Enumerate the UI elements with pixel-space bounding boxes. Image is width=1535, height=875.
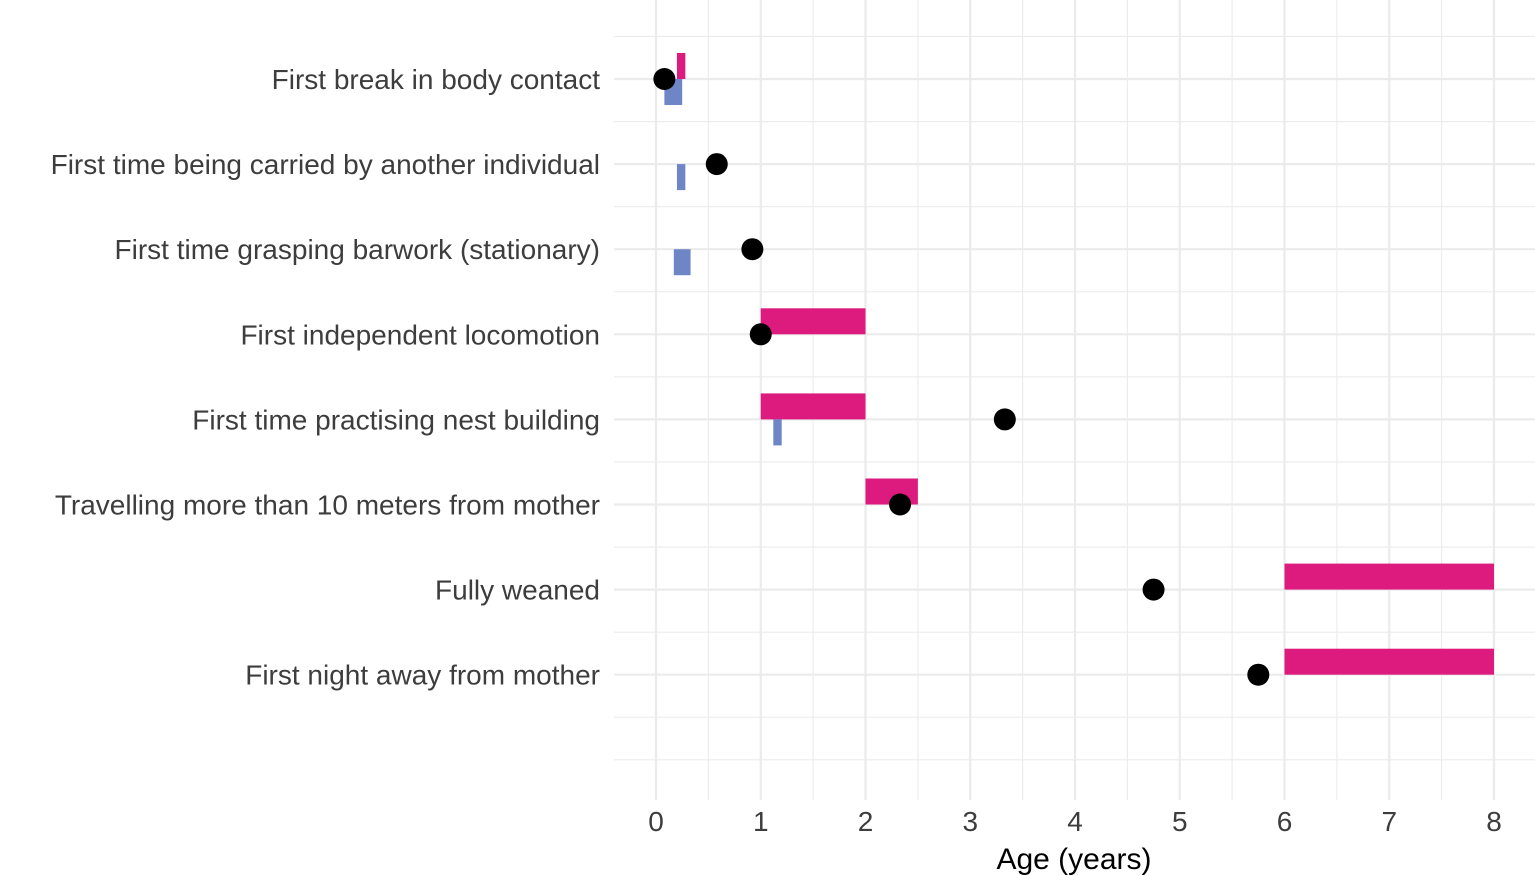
- x-tick-label: 5: [1172, 806, 1188, 837]
- y-axis-labels: First break in body contact First time be…: [51, 64, 601, 691]
- data-point: [653, 68, 676, 90]
- data-point: [705, 153, 728, 176]
- x-axis-ticks: 0 1 2 3 4 5 6 7 8: [648, 806, 1502, 837]
- x-tick-label: 3: [962, 806, 978, 837]
- bar-layer: [664, 53, 1494, 675]
- x-tick-label: 7: [1381, 806, 1397, 837]
- range-bar-pink: [1284, 563, 1494, 590]
- data-point: [741, 238, 764, 261]
- data-point: [1142, 578, 1165, 601]
- data-point: [1247, 663, 1270, 686]
- x-axis-title: Age (years): [996, 843, 1151, 875]
- range-bar-blue: [676, 164, 686, 191]
- range-bar-blue: [773, 419, 782, 446]
- range-bar-blue: [673, 249, 691, 276]
- x-tick-label: 6: [1277, 806, 1293, 837]
- x-tick-label: 4: [1067, 806, 1083, 837]
- x-tick-label: 0: [648, 806, 664, 837]
- x-tick-label: 2: [858, 806, 874, 837]
- y-axis-label: First independent locomotion: [240, 319, 600, 350]
- range-bar-pink: [1284, 648, 1494, 675]
- range-bar-pink: [760, 393, 866, 420]
- data-point: [993, 408, 1016, 431]
- x-tick-label: 1: [753, 806, 769, 837]
- grid-layer: [614, 0, 1535, 800]
- y-axis-label: First night away from mother: [245, 660, 600, 691]
- y-axis-label: First time grasping barwork (stationary): [115, 234, 600, 265]
- point-layer: [653, 68, 1270, 686]
- x-tick-label: 8: [1486, 806, 1502, 837]
- range-bar-pink: [760, 308, 866, 335]
- data-point: [889, 493, 912, 516]
- y-axis-label: First time practising nest building: [192, 404, 600, 435]
- y-axis-label: Travelling more than 10 meters from moth…: [55, 490, 600, 521]
- y-axis-label: First time being carried by another indi…: [51, 149, 600, 180]
- y-axis-label: Fully weaned: [435, 575, 600, 606]
- range-bar-pink: [676, 53, 686, 79]
- data-point: [749, 323, 772, 346]
- y-axis-label: First break in body contact: [272, 64, 601, 95]
